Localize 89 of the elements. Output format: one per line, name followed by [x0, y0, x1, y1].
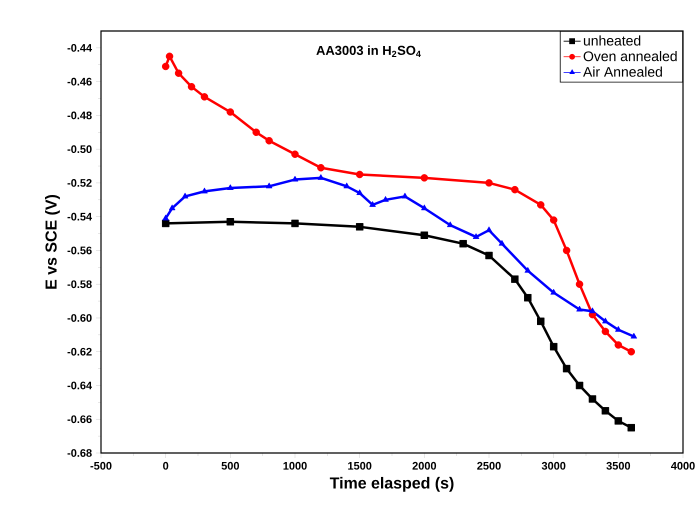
point [162, 220, 170, 228]
point [369, 201, 376, 207]
point [524, 294, 532, 302]
x-tick-label: 1500 [348, 462, 372, 470]
point [420, 174, 428, 182]
point [356, 223, 364, 231]
x-tick-label: 3500 [606, 462, 630, 470]
y-tick-label: -0.52 [68, 179, 92, 187]
legend-label: unheated [584, 35, 640, 46]
point [162, 214, 169, 220]
point [511, 186, 519, 194]
point [630, 332, 638, 339]
point [511, 275, 519, 283]
x-tick-label: 0 [163, 462, 168, 470]
y-tick-label: -0.54 [68, 212, 92, 221]
point [226, 218, 234, 226]
point [524, 266, 532, 273]
point [537, 201, 544, 209]
point [486, 226, 492, 232]
point [201, 188, 208, 194]
point [318, 174, 324, 180]
point [576, 280, 584, 288]
point [498, 240, 506, 246]
y-tick-label: -0.60 [68, 314, 92, 322]
point [200, 93, 208, 101]
point [317, 164, 325, 172]
point [562, 364, 570, 372]
point [614, 417, 622, 425]
point [602, 407, 610, 415]
point [356, 189, 363, 196]
text: AA3003 in H$_{2}$SO$_{4}$ [316, 45, 421, 58]
point [550, 216, 558, 224]
point [226, 108, 234, 116]
y-tick-label: -0.58 [68, 280, 92, 288]
y-axis-title: E vs SCE (V) [45, 194, 60, 289]
x-tick-label: 1000 [284, 462, 307, 470]
y-tick-label: -0.44 [68, 44, 92, 52]
x-tick-label: 2500 [477, 462, 501, 470]
point [589, 307, 596, 314]
point [402, 192, 408, 198]
y-tick-label: -0.50 [68, 145, 92, 154]
point [628, 424, 636, 432]
point [485, 179, 493, 187]
point [168, 204, 176, 210]
point [292, 176, 298, 182]
y-tick-label: -0.62 [68, 348, 92, 356]
point [550, 288, 557, 295]
y-tick-label: -0.48 [68, 112, 92, 120]
x-tick-label: 3000 [542, 462, 566, 470]
x-tick-label: 2000 [412, 462, 436, 470]
point [602, 328, 610, 336]
point [188, 82, 196, 90]
y-tick-label: -0.66 [68, 415, 92, 424]
point [291, 150, 299, 158]
point [182, 192, 188, 198]
point [227, 184, 234, 190]
point [291, 220, 299, 228]
point [252, 128, 260, 136]
point [266, 182, 272, 188]
point [472, 233, 480, 239]
legend-label: Air Annealed [583, 66, 662, 77]
point [550, 342, 558, 350]
point [162, 62, 170, 70]
y-tick-label: -0.46 [68, 78, 92, 86]
point [614, 341, 622, 349]
point [628, 348, 636, 356]
point [602, 318, 609, 324]
point [562, 246, 570, 254]
y-tick-label: -0.68 [68, 449, 92, 457]
point [174, 69, 182, 77]
point [576, 306, 583, 312]
point [485, 252, 493, 260]
y-tick-label: -0.56 [68, 246, 92, 254]
y-tick-label: -0.64 [68, 382, 92, 390]
point [166, 52, 174, 60]
point [446, 221, 454, 228]
legend-label: Oven annealed [584, 50, 677, 62]
point [421, 204, 428, 210]
x-tick-label: 500 [222, 462, 240, 470]
point [356, 170, 364, 178]
point [265, 136, 273, 144]
point [576, 382, 584, 390]
point [588, 395, 596, 403]
point [537, 318, 544, 326]
x-axis-title: Time elasped (s) [330, 476, 454, 492]
x-tick-label: -500 [90, 462, 112, 470]
x-tick-label: 4000 [670, 462, 695, 470]
point [459, 240, 467, 248]
point [420, 232, 428, 239]
